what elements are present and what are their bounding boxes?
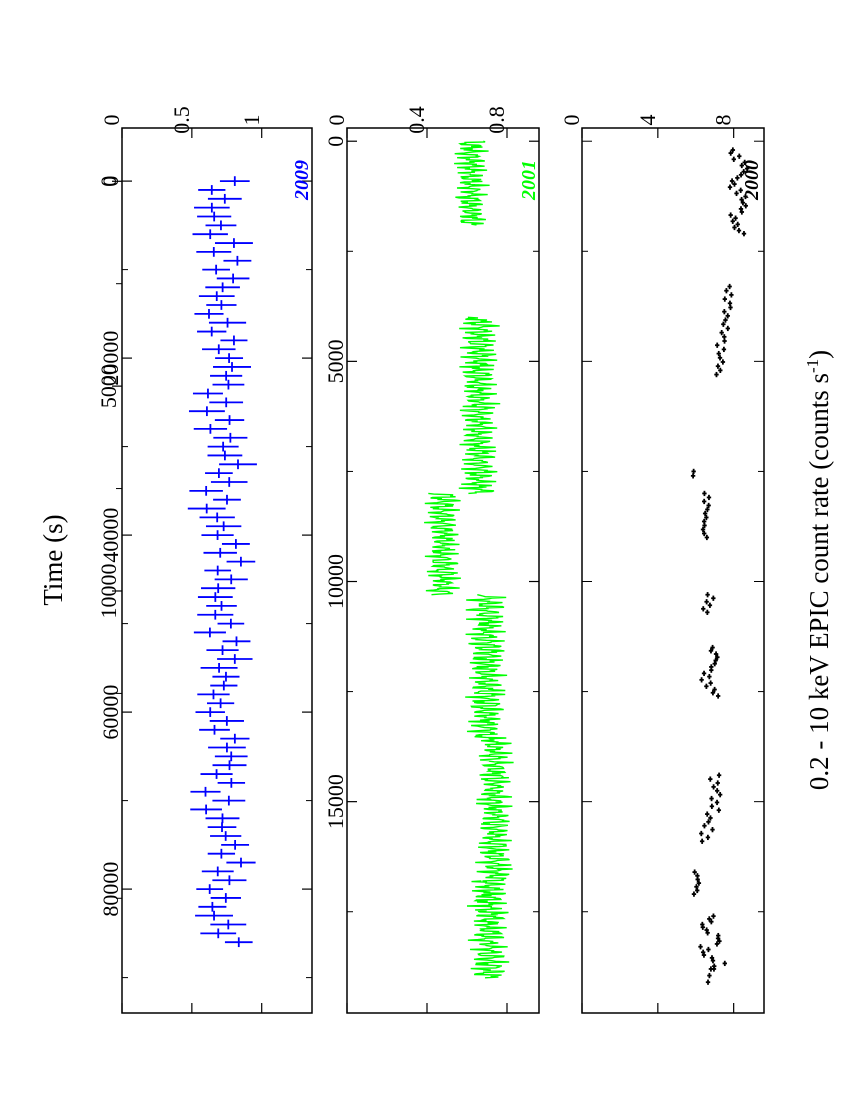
y-tick-label: 0.5 [169,106,194,134]
x2-tick-label: 0 [96,176,121,187]
y-axis-label: 0.2 - 10 keV EPIC count rate (counts s-1… [803,350,834,790]
y-tick-label: 0 [559,115,584,126]
x-axis-label: Time (s) [38,514,68,605]
data-series-line [475,739,514,882]
y-tick-label: 0 [324,115,349,126]
panel-2000-frame [581,127,765,1014]
x2-tick-label: 5000 [96,364,121,408]
x-tick-label: 10000 [323,554,348,609]
y-tick-label: 0.4 [404,106,429,134]
x-tick-label: 0 [98,176,123,187]
panel-2000: 0 4 8 [559,115,764,1013]
y-axis-label-sup: -1 [803,359,822,373]
y-tick-label: 1 [239,115,264,126]
data-series-line [465,594,508,741]
data-series-line [458,316,501,495]
x2-tick-label: 10000 [96,563,121,618]
y-tick-label: 8 [711,115,736,126]
y-axis-label-main: 0.2 - 10 keV EPIC count rate (counts s [804,373,834,790]
x-tick-label: 40000 [98,508,123,563]
year-label-2009: 2009 [291,160,313,201]
panel-2001: 0 0.4 0.8 0 5000 10000 15000 [323,106,539,1013]
year-label-2001: 2001 [518,160,540,201]
panel-2001-frame [346,127,540,1014]
y-tick-label: 4 [635,115,660,126]
x-tick-label: 15000 [323,774,348,829]
y-axis-label-close: ) [804,350,834,359]
data-series-line [454,140,490,226]
data-series-line [424,492,461,596]
x-tick-label: 20000 [98,331,123,386]
y-tick-label: 0 [99,115,124,126]
data-series-line [466,880,510,979]
year-label-2000: 2000 [741,160,763,201]
y-tick-label: 0.8 [484,106,509,134]
x-tick-label: 0 [323,136,348,147]
x-tick-label: 5000 [323,339,348,383]
x-tick-label: 60000 [98,685,123,740]
x-tick-label: 80000 [98,862,123,917]
panel-2009-frame [121,127,313,1014]
